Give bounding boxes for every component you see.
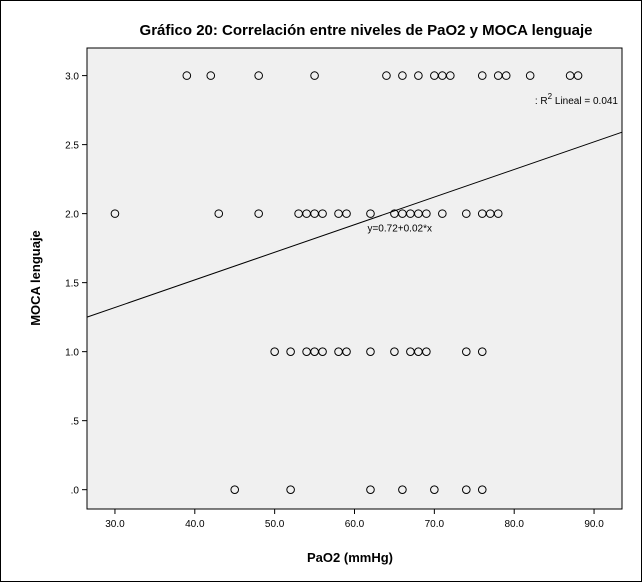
data-point <box>493 209 503 218</box>
x-tick-label: 30.0 <box>105 519 125 530</box>
data-point <box>214 209 224 218</box>
data-point <box>461 347 471 356</box>
data-point <box>318 209 327 218</box>
r2-superscript: 2 <box>548 92 553 101</box>
data-points <box>110 71 583 494</box>
y-tick-label: .0 <box>71 486 80 497</box>
data-point <box>446 71 455 80</box>
data-point <box>286 485 295 494</box>
data-point <box>573 71 583 80</box>
data-point <box>366 209 375 218</box>
x-tick-label: 50.0 <box>265 519 285 530</box>
data-point <box>310 71 319 80</box>
r2-prefix: : R <box>535 96 548 107</box>
data-point <box>398 485 407 494</box>
data-point <box>390 347 399 356</box>
data-point <box>318 347 327 356</box>
data-point <box>430 485 439 494</box>
data-point <box>477 485 487 494</box>
axis-ticks: 30.0 40.0 50.0 60.0 70.0 80.0 90.0 .0 .5 1.0 1.5 2.… <box>65 72 604 530</box>
data-point <box>525 71 535 80</box>
data-point <box>414 71 423 80</box>
data-point <box>366 347 375 356</box>
r2-suffix: Lineal = 0.041 <box>552 96 618 107</box>
x-axis-label: PaO2 (mmHg) <box>307 550 393 565</box>
y-axis-label: MOCA lenguaje <box>28 230 43 326</box>
x-tick-label: 40.0 <box>185 519 205 530</box>
x-tick-label: 60.0 <box>345 519 365 530</box>
r2-label: : R2 Lineal = 0.041 <box>535 92 619 107</box>
data-point <box>182 71 192 80</box>
data-point <box>254 209 263 218</box>
data-point <box>110 209 120 218</box>
x-tick-label: 70.0 <box>425 519 445 530</box>
y-tick-label: 3.0 <box>65 72 79 83</box>
data-point <box>342 209 351 218</box>
data-point <box>270 347 279 356</box>
y-tick-label: .5 <box>71 417 80 428</box>
data-point <box>422 347 431 356</box>
x-tick-label: 90.0 <box>584 519 604 530</box>
plot-area <box>86 47 623 510</box>
y-tick-label: 1.0 <box>65 348 79 359</box>
data-point <box>422 209 431 218</box>
data-point <box>461 209 471 218</box>
data-point <box>286 347 295 356</box>
data-point <box>477 347 487 356</box>
y-tick-label: 2.5 <box>65 141 79 152</box>
fit-line <box>86 131 623 318</box>
y-tick-label: 2.0 <box>65 210 79 221</box>
data-point <box>477 71 487 80</box>
data-point <box>230 485 240 494</box>
y-tick-label: 1.5 <box>65 279 79 290</box>
x-tick-label: 80.0 <box>504 519 524 530</box>
data-point <box>398 71 407 80</box>
data-point <box>382 71 391 80</box>
fit-equation-label: y=0.72+0.02*x <box>367 223 432 234</box>
data-point <box>461 485 471 494</box>
data-point <box>206 71 216 80</box>
data-point <box>501 71 511 80</box>
data-point <box>366 485 375 494</box>
data-point <box>254 71 263 80</box>
data-point <box>342 347 351 356</box>
chart-title: Gráfico 20: Correlación entre niveles de… <box>140 22 593 39</box>
data-point <box>438 209 447 218</box>
